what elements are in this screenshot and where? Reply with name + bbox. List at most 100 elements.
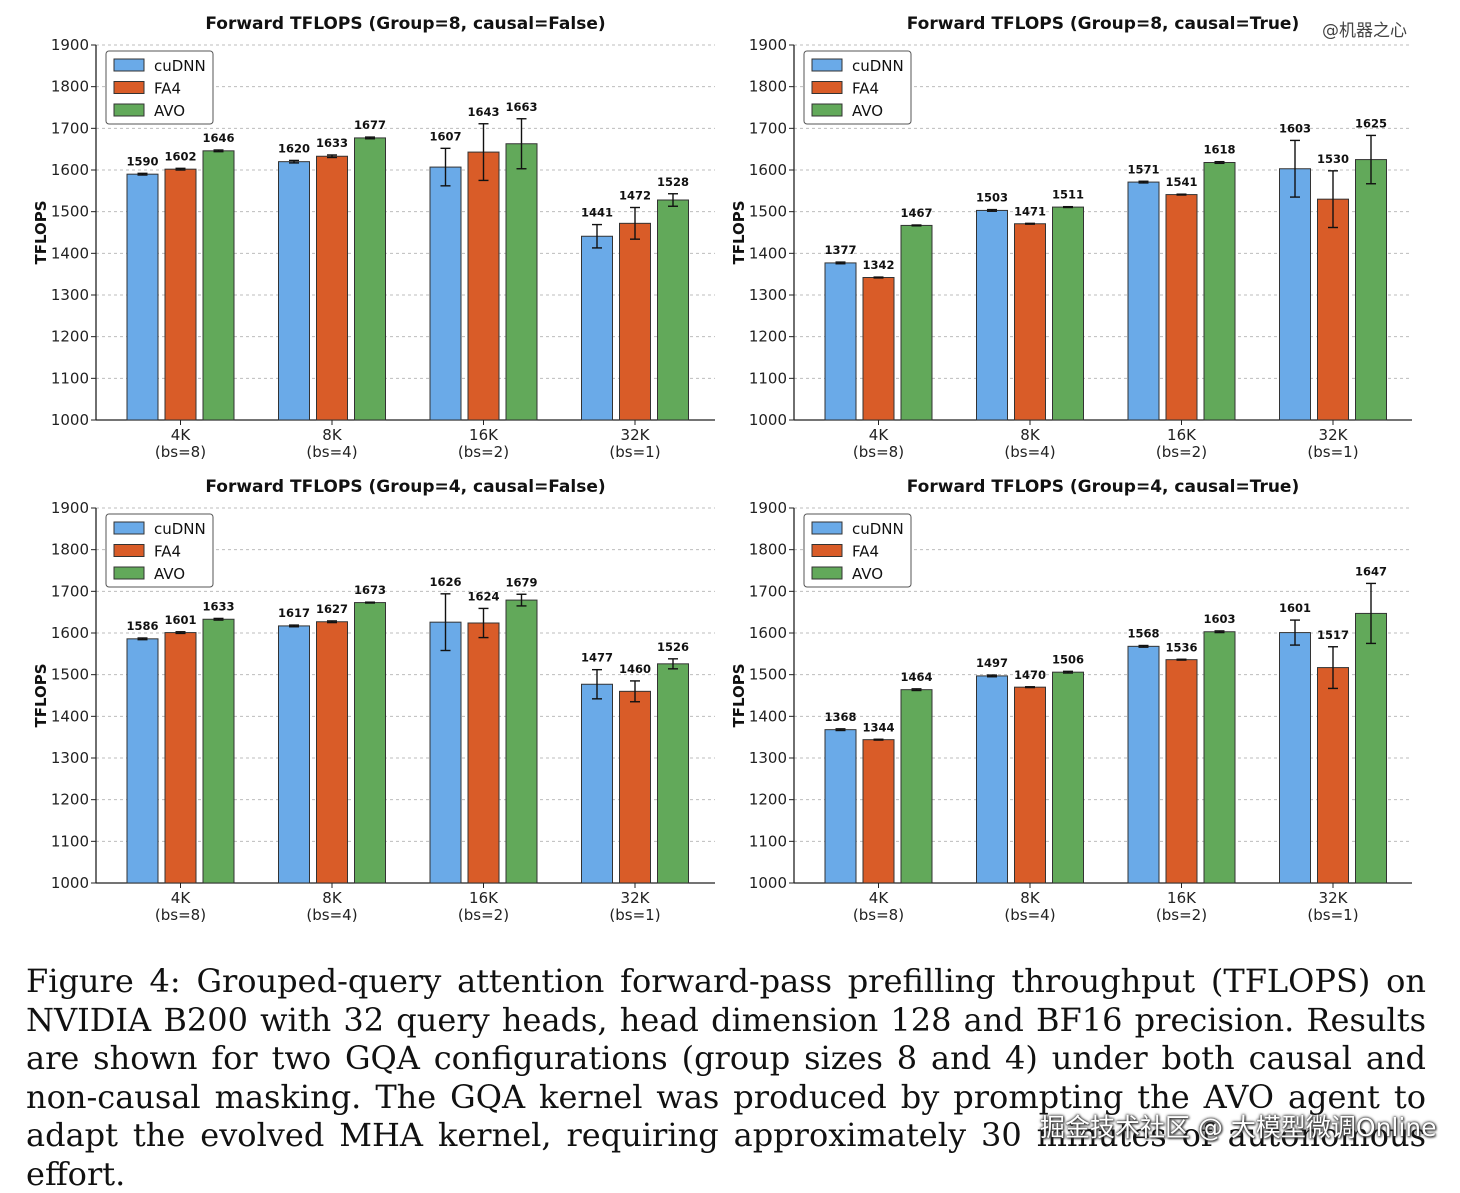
y-tick-label: 1800 xyxy=(749,78,787,96)
data-label: 1624 xyxy=(467,589,499,603)
bar-cudnn xyxy=(278,625,310,884)
y-axis-label: TFLOPS xyxy=(730,200,748,264)
data-label: 1673 xyxy=(354,583,386,597)
figure-caption: Figure 4: Grouped-query attention forwar… xyxy=(26,962,1426,1193)
y-tick-label: 1500 xyxy=(51,203,89,221)
x-tick-sublabel: (bs=1) xyxy=(1307,906,1358,924)
legend-label: FA4 xyxy=(852,543,879,561)
y-tick-label: 1600 xyxy=(749,624,787,642)
y-tick-label: 1600 xyxy=(51,161,89,179)
x-tick-sublabel: (bs=4) xyxy=(306,443,357,461)
bar-avo xyxy=(202,150,235,421)
x-tick-label: 16K xyxy=(1167,426,1197,444)
x-tick-sublabel: (bs=8) xyxy=(155,443,206,461)
data-label: 1503 xyxy=(976,191,1008,205)
y-tick-label: 1800 xyxy=(749,541,787,559)
bar-avo xyxy=(354,602,386,884)
legend-swatch-fa4 xyxy=(113,544,145,557)
data-label: 1603 xyxy=(1279,121,1311,135)
y-axis-label: TFLOPS xyxy=(32,663,50,727)
x-tick-sublabel: (bs=2) xyxy=(458,906,509,924)
y-tick-label: 1400 xyxy=(51,244,89,262)
y-tick-label: 1500 xyxy=(51,666,89,684)
x-tick-label: 32K xyxy=(1319,889,1349,907)
y-tick-label: 1100 xyxy=(749,369,787,387)
bar-cudnn xyxy=(278,161,310,421)
bar-avo xyxy=(354,137,386,421)
legend-swatch-avo xyxy=(113,103,145,117)
y-tick-label: 1800 xyxy=(51,541,89,559)
bar-cudnn xyxy=(429,621,462,884)
bar-fa4 xyxy=(467,151,500,421)
y-tick-label: 1100 xyxy=(51,369,89,387)
bar-avo xyxy=(505,143,538,421)
legend-swatch-avo xyxy=(811,103,843,117)
legend-label: AVO xyxy=(852,102,883,120)
chart-title: Forward TFLOPS (Group=4, causal=True) xyxy=(907,477,1299,497)
bar-avo xyxy=(1203,631,1236,884)
y-axis-label: TFLOPS xyxy=(32,200,50,264)
legend-label: FA4 xyxy=(154,543,181,561)
y-tick-label: 1900 xyxy=(51,499,89,517)
bar-avo xyxy=(900,689,933,884)
y-tick-label: 1200 xyxy=(749,328,787,346)
x-tick-sublabel: (bs=4) xyxy=(1004,443,1055,461)
bar-avo xyxy=(1203,162,1236,421)
data-label: 1467 xyxy=(900,206,932,220)
x-tick-label: 32K xyxy=(621,426,651,444)
y-tick-label: 1400 xyxy=(749,244,787,262)
y-tick-label: 1300 xyxy=(749,749,787,767)
y-tick-label: 1300 xyxy=(51,286,89,304)
bar-fa4 xyxy=(316,621,348,884)
chart-panel-2: 1000 1100 1200 1300 1400 1500 1600 1700 1800 1900… xyxy=(730,14,1412,461)
data-label: 1571 xyxy=(1127,162,1159,176)
data-label: 1607 xyxy=(429,129,461,143)
data-label: 1506 xyxy=(1052,652,1084,666)
data-label: 1601 xyxy=(1279,601,1311,615)
x-tick-label: 4K xyxy=(171,426,192,444)
data-label: 1679 xyxy=(505,575,537,589)
charts-figure: 1000 1100 1200 1300 1400 1500 1600 1700 1800 1900… xyxy=(32,14,1412,924)
bar-avo xyxy=(657,199,689,421)
bar-fa4 xyxy=(619,690,651,884)
watermark-bottom: 掘金技术社区 @ 大模型微调Online xyxy=(1040,1113,1437,1142)
legend-label: AVO xyxy=(852,565,883,583)
data-label: 1344 xyxy=(862,720,894,734)
bar-avo xyxy=(1355,612,1387,884)
y-tick-label: 1500 xyxy=(749,203,787,221)
y-tick-label: 1000 xyxy=(749,411,787,429)
legend-swatch-fa4 xyxy=(811,544,843,557)
watermark-top: @机器之心 xyxy=(1322,21,1407,41)
y-tick-label: 1700 xyxy=(749,119,787,137)
data-label: 1526 xyxy=(657,640,689,654)
data-label: 1620 xyxy=(278,141,310,155)
legend-swatch-avo xyxy=(811,566,843,580)
x-tick-label: 16K xyxy=(1167,889,1197,907)
x-tick-label: 4K xyxy=(869,426,890,444)
bar-cudnn xyxy=(976,675,1008,884)
data-label: 1618 xyxy=(1203,143,1235,157)
x-tick-label: 4K xyxy=(171,889,192,907)
bar-cudnn xyxy=(976,209,1008,421)
legend-label: FA4 xyxy=(154,80,181,98)
bar-fa4 xyxy=(862,739,895,884)
y-tick-label: 1000 xyxy=(51,874,89,892)
bar-avo xyxy=(657,663,689,884)
data-label: 1633 xyxy=(316,136,348,150)
bar-fa4 xyxy=(1165,194,1198,421)
y-tick-label: 1300 xyxy=(749,286,787,304)
legend-label: cuDNN xyxy=(154,57,206,75)
bar-cudnn xyxy=(1279,168,1311,421)
data-label: 1477 xyxy=(581,651,613,665)
data-label: 1536 xyxy=(1165,640,1197,654)
y-tick-label: 1900 xyxy=(51,36,89,54)
x-tick-label: 4K xyxy=(869,889,890,907)
y-tick-label: 1300 xyxy=(51,749,89,767)
bar-fa4 xyxy=(1317,667,1349,884)
y-tick-label: 1400 xyxy=(51,707,89,725)
x-tick-label: 8K xyxy=(1020,426,1041,444)
legend-label: FA4 xyxy=(852,80,879,98)
bar-cudnn xyxy=(429,166,462,421)
legend-label: cuDNN xyxy=(154,520,206,538)
bar-avo xyxy=(1052,206,1084,421)
